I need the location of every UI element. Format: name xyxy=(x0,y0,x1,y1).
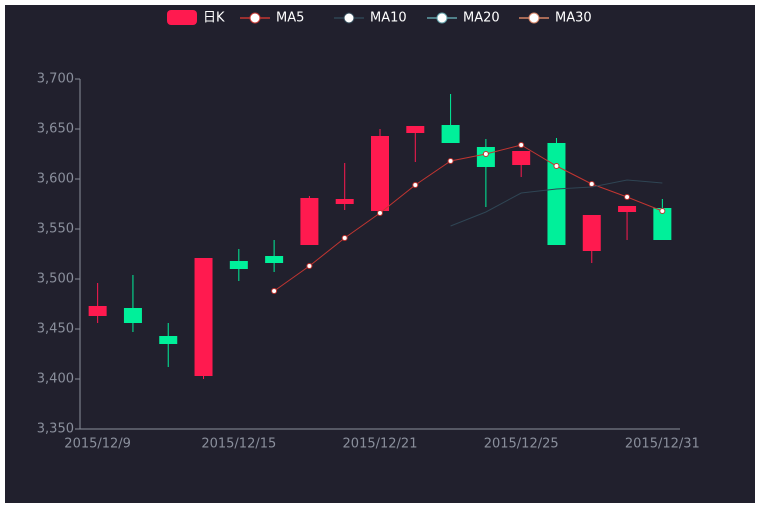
x-tick-label: 2015/12/21 xyxy=(343,437,418,452)
candle-body xyxy=(441,125,460,143)
candle-body xyxy=(300,198,319,245)
ma-point xyxy=(482,151,489,157)
ma-point xyxy=(377,210,383,216)
ma-point xyxy=(341,235,348,241)
candle-body xyxy=(371,136,389,211)
y-tick-label: 3,700 xyxy=(37,72,74,87)
legend-icon xyxy=(167,10,197,25)
legend-label[interactable]: MA5 xyxy=(276,11,304,26)
y-tick-label: 3,550 xyxy=(37,222,74,237)
ma-point xyxy=(271,288,278,294)
y-tick-label: 3,450 xyxy=(37,322,74,337)
candle-body xyxy=(335,199,354,204)
legend-label[interactable]: MA10 xyxy=(370,11,407,26)
candle-body xyxy=(265,256,284,263)
candle-body xyxy=(88,306,107,316)
x-tick-label: 2015/12/15 xyxy=(201,437,276,452)
y-tick-label: 3,650 xyxy=(37,122,74,137)
y-tick-label: 3,600 xyxy=(37,172,74,187)
candle-body xyxy=(229,261,248,269)
ma-point xyxy=(412,182,419,188)
y-tick-label: 3,400 xyxy=(37,372,74,387)
candle-body xyxy=(512,151,531,165)
candle-body xyxy=(159,336,178,344)
legend-icon xyxy=(249,12,261,24)
ma-point xyxy=(624,194,631,200)
candle-body xyxy=(618,206,637,212)
candle-body xyxy=(582,215,601,251)
candle-body xyxy=(547,143,566,245)
y-tick-label: 3,350 xyxy=(37,422,74,437)
legend-icon xyxy=(343,12,355,24)
ma-point xyxy=(306,263,313,269)
ma-point xyxy=(518,142,525,148)
x-tick-label: 2015/12/9 xyxy=(64,437,131,452)
legend-label[interactable]: 日K xyxy=(203,11,225,26)
ma-point xyxy=(553,163,560,169)
legend-icon xyxy=(436,12,448,24)
ma-point xyxy=(588,181,595,187)
candle-body xyxy=(406,126,425,133)
y-tick-label: 3,500 xyxy=(37,272,74,287)
candle-body xyxy=(194,258,213,376)
x-tick-label: 2015/12/31 xyxy=(625,437,700,452)
ma-point xyxy=(447,158,454,164)
ma-point xyxy=(659,208,666,214)
legend-label[interactable]: MA30 xyxy=(555,11,592,26)
background xyxy=(5,5,755,503)
legend-label[interactable]: MA20 xyxy=(463,11,500,26)
candle-body xyxy=(653,208,672,240)
x-tick-label: 2015/12/25 xyxy=(484,437,559,452)
legend-icon xyxy=(528,12,540,24)
ma-line xyxy=(450,179,663,227)
candle-body xyxy=(123,308,142,323)
